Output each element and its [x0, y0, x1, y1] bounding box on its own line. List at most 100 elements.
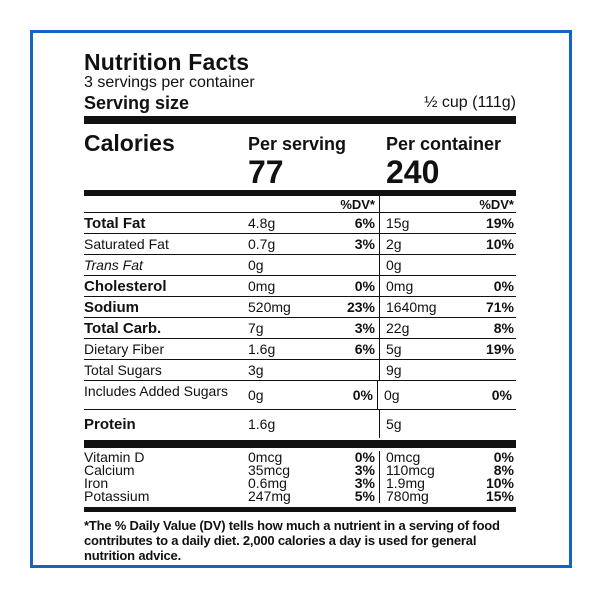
divider-thick-2 [84, 190, 516, 196]
nutrient-name: Total Fat [84, 214, 146, 232]
vitamin-name: Vitamin D [84, 449, 145, 465]
vitamin-amount-container: 780mg [386, 488, 429, 504]
nutrient-table: %DV* %DV* Total Fat 4.8g 6% 15g 19% Satu… [84, 196, 516, 438]
vitamin-name: Iron [84, 475, 109, 491]
table-row: Saturated Fat 0.7g 3% 2g 10% [84, 234, 516, 255]
nutrient-dv: 3% [336, 234, 380, 254]
nutrient-amount: 7g [248, 320, 264, 336]
label-frame [30, 30, 572, 568]
nutrient-dv: 6% [336, 213, 380, 233]
table-row: Calcium 35mcg 3% 110mcg 8% [84, 462, 516, 478]
per-container-label: Per container [386, 134, 502, 154]
vitamin-amount-container: 110mcg [386, 462, 435, 478]
nutrient-dv-container: 0% [491, 387, 512, 403]
vitamin-amount: 247mg [248, 488, 291, 504]
nutrient-amount-container: 1640mg [386, 299, 437, 315]
table-row: Potassium 247mg 5% 780mg 15% [84, 488, 516, 504]
vitamin-amount: 0mcg [248, 449, 283, 465]
nutrient-amount: 0mg [248, 278, 276, 294]
nutrient-amount-container: 0g [386, 257, 402, 273]
table-row: Includes Added Sugars 0g 0% 0g 0% [84, 381, 516, 410]
dv-header-container: %DV* [479, 196, 514, 212]
nutrient-amount-container: 0mg [386, 278, 414, 294]
nutrient-name: Sodium [84, 298, 139, 316]
table-row: Sodium 520mg 23% 1640mg 71% [84, 297, 516, 318]
nutrient-amount: 0g [248, 387, 264, 403]
nutrient-amount-container: 15g [386, 215, 410, 231]
calories-block: Calories Per serving 77 Per container 24… [84, 124, 516, 188]
nutrient-dv: 0% [336, 276, 380, 296]
serving-size-label: Serving size [84, 93, 190, 113]
divider-footnote [84, 507, 516, 512]
vitamin-amount: 0.6mg [248, 475, 287, 491]
vitamin-name: Potassium [84, 488, 150, 504]
nutrient-dv [336, 255, 380, 275]
nutrient-name: Saturated Fat [84, 236, 169, 252]
vitamin-dv-container: 8% [493, 462, 514, 478]
nutrient-dv: 6% [336, 339, 380, 359]
vitamin-amount-container: 0mcg [386, 449, 421, 465]
per-serving-header: Per serving 77 [248, 134, 346, 188]
nutrient-amount-container: 9g [386, 362, 402, 378]
nutrient-amount: 4.8g [248, 215, 276, 231]
divider-thick [84, 116, 516, 124]
nutrition-label: Nutrition Facts 3 servings per container… [84, 50, 516, 563]
table-row: Cholesterol 0mg 0% 0mg 0% [84, 276, 516, 297]
vitamin-name: Calcium [84, 462, 135, 478]
nutrient-amount: 0g [248, 257, 264, 273]
table-row: Total Carb. 7g 3% 22g 8% [84, 318, 516, 339]
table-row: Trans Fat 0g 0g [84, 255, 516, 276]
vitamin-dv-container: 10% [485, 475, 514, 491]
nutrient-name: Includes Added Sugars [84, 383, 228, 399]
vitamin-amount-container: 1.9mg [386, 475, 425, 491]
per-serving-calories: 77 [248, 154, 284, 190]
per-serving-label: Per serving [248, 134, 347, 154]
nutrient-name: Trans Fat [84, 257, 143, 273]
nutrient-dv-container: 0% [493, 278, 514, 294]
nutrient-dv-container: 71% [485, 299, 514, 315]
vitamin-dv-container: 15% [485, 488, 514, 504]
table-row: Iron 0.6mg 3% 1.9mg 10% [84, 475, 516, 491]
calories-label: Calories [84, 130, 175, 156]
vitamin-dv: 3% [336, 476, 380, 490]
vitamin-dv-container: 0% [493, 449, 514, 465]
nutrient-dv-container: 8% [493, 320, 514, 336]
nutrient-amount-container: 2g [386, 236, 402, 252]
dv-header-row: %DV* %DV* [84, 196, 516, 213]
table-row: Total Fat 4.8g 6% 15g 19% [84, 213, 516, 234]
serving-size-row: Serving size ½ cup (111g) [84, 92, 516, 114]
servings-per-container: 3 servings per container [84, 74, 255, 91]
nutrient-amount: 0.7g [248, 236, 276, 252]
vitamin-dv: 3% [336, 463, 380, 477]
nutrient-dv-container: 19% [485, 341, 514, 357]
vitamin-table: Vitamin D 0mcg 0% 0mcg 0% Calcium 35mcg … [84, 448, 516, 503]
nutrient-dv: 0% [334, 381, 378, 409]
table-row: Vitamin D 0mcg 0% 0mcg 0% [84, 449, 516, 465]
nutrient-dv: 23% [336, 297, 380, 317]
table-row: Dietary Fiber 1.6g 6% 5g 19% [84, 339, 516, 360]
label-title: Nutrition Facts [84, 49, 250, 75]
nutrient-amount-container: 0g [384, 387, 400, 403]
divider-thick-3 [84, 440, 516, 448]
table-row: Total Sugars 3g 9g [84, 360, 516, 381]
nutrient-name: Total Sugars [84, 362, 162, 378]
nutrient-amount: 520mg [248, 299, 291, 315]
nutrient-amount-container: 5g [386, 416, 402, 432]
table-row: Protein 1.6g 5g [84, 410, 516, 438]
dv-header-serving: %DV* [336, 196, 380, 212]
nutrient-name: Cholesterol [84, 277, 167, 295]
nutrient-name: Protein [84, 415, 136, 433]
nutrient-amount: 1.6g [248, 416, 276, 432]
nutrient-dv [336, 360, 380, 380]
nutrient-amount-container: 5g [386, 341, 402, 357]
nutrient-name: Total Carb. [84, 319, 162, 337]
nutrient-dv: 3% [336, 318, 380, 338]
nutrient-amount-container: 22g [386, 320, 410, 336]
nutrient-name: Dietary Fiber [84, 341, 165, 357]
per-container-calories: 240 [386, 154, 440, 190]
per-container-header: Per container 240 [386, 134, 501, 188]
vitamin-dv: 0% [336, 450, 380, 464]
nutrient-dv-container: 10% [485, 236, 514, 252]
serving-size-value: ½ cup (111g) [424, 94, 516, 111]
vitamin-dv: 5% [336, 489, 380, 503]
